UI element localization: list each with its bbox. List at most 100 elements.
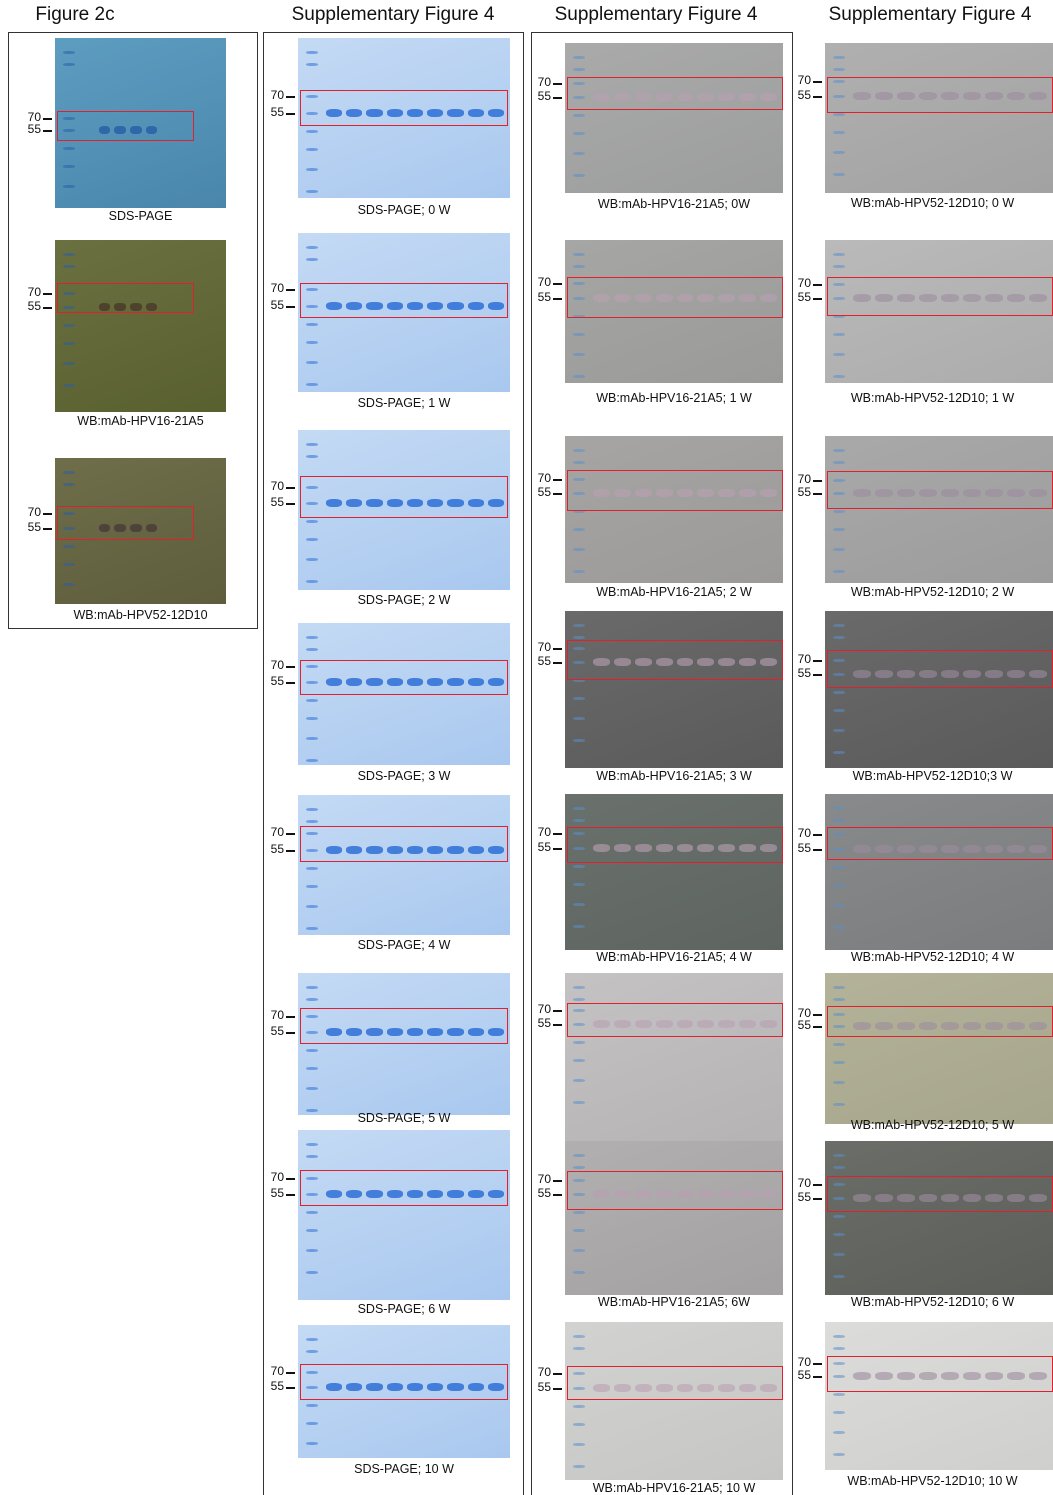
highlight-box: [57, 283, 194, 313]
ladder-band: [833, 1103, 845, 1106]
ladder-band: [63, 253, 75, 256]
marker-label: 70: [531, 1172, 551, 1186]
marker-tick: [553, 97, 562, 99]
gel-image: [825, 1322, 1053, 1470]
marker-label: 70: [791, 826, 811, 840]
ladder-band: [573, 1166, 585, 1169]
panel-caption: SDS-PAGE; 3 W: [358, 769, 451, 783]
marker-label: 70: [791, 1355, 811, 1369]
marker-label: 70: [21, 505, 41, 519]
marker-tick: [553, 1024, 562, 1026]
marker-tick: [286, 113, 295, 115]
ladder-band: [306, 808, 318, 811]
marker-label: 55: [264, 105, 284, 119]
ladder-band: [306, 520, 318, 523]
highlight-box: [827, 1176, 1053, 1212]
ladder-band: [833, 510, 845, 513]
marker-label: 55: [264, 1186, 284, 1200]
marker-label: 55: [264, 495, 284, 509]
marker-tick: [553, 848, 562, 850]
column-title: Figure 2c: [35, 4, 114, 26]
panel-caption: WB:mAb-HPV16-21A5; 4 W: [596, 950, 752, 964]
ladder-band: [306, 636, 318, 639]
gel-image: [565, 611, 783, 768]
ladder-band: [306, 905, 318, 908]
ladder-band: [573, 375, 585, 378]
panel-caption: WB:mAb-HPV52-12D10;3 W: [853, 769, 1013, 783]
ladder-band: [833, 1335, 845, 1338]
ladder-band: [306, 1271, 318, 1274]
marker-tick: [43, 513, 52, 515]
marker-tick: [553, 1010, 562, 1012]
ladder-band: [306, 190, 318, 193]
gel-image: [565, 43, 783, 193]
panel-caption: SDS-PAGE; 2 W: [358, 593, 451, 607]
marker-label: 55: [791, 1190, 811, 1204]
gel-image: [565, 1322, 783, 1480]
highlight-box: [567, 640, 783, 680]
ladder-band: [63, 342, 75, 345]
ladder-band: [573, 570, 585, 573]
ladder-band: [573, 132, 585, 135]
highlight-box: [827, 77, 1053, 113]
marker-tick: [813, 660, 822, 662]
ladder-band: [306, 1049, 318, 1052]
ladder-band: [306, 1067, 318, 1070]
gel-image: [825, 611, 1053, 768]
ladder-band: [833, 1233, 845, 1236]
ladder-band: [573, 925, 585, 928]
marker-label: 55: [531, 1186, 551, 1200]
marker-tick: [813, 1198, 822, 1200]
marker-label: 70: [531, 275, 551, 289]
ladder-band: [306, 820, 318, 823]
gel-image: [825, 794, 1053, 950]
panel-caption: WB:mAb-HPV52-12D10; 5 W: [851, 1118, 1014, 1132]
marker-tick: [813, 1026, 822, 1028]
marker-label: 55: [531, 89, 551, 103]
gel-image: [298, 973, 510, 1115]
ladder-band: [306, 383, 318, 386]
ladder-band: [306, 580, 318, 583]
panel-caption: SDS-PAGE; 6 W: [358, 1302, 451, 1316]
ladder-band: [573, 1079, 585, 1082]
gel-image: [825, 1141, 1053, 1295]
ladder-band: [573, 548, 585, 551]
highlight-box: [827, 277, 1053, 316]
marker-label: 70: [531, 825, 551, 839]
ladder-band: [63, 63, 75, 66]
ladder-band: [833, 173, 845, 176]
ladder-band: [63, 185, 75, 188]
highlight-box: [567, 827, 783, 863]
ladder-band: [573, 1249, 585, 1252]
ladder-band: [573, 461, 585, 464]
marker-label: 70: [531, 640, 551, 654]
marker-tick: [813, 480, 822, 482]
marker-tick: [43, 307, 52, 309]
marker-tick: [553, 283, 562, 285]
marker-label: 70: [264, 479, 284, 493]
marker-tick: [286, 487, 295, 489]
marker-label: 70: [264, 1170, 284, 1184]
ladder-band: [833, 807, 845, 810]
ladder-band: [573, 819, 585, 822]
marker-label: 55: [791, 88, 811, 102]
ladder-band: [833, 1043, 845, 1046]
panel-caption: SDS-PAGE: [109, 209, 173, 223]
highlight-box: [827, 1356, 1053, 1392]
panel-caption: WB:mAb-HPV16-21A5; 3 W: [596, 769, 752, 783]
marker-tick: [43, 293, 52, 295]
marker-label: 55: [531, 1380, 551, 1394]
marker-label: 55: [531, 1016, 551, 1030]
ladder-band: [833, 1275, 845, 1278]
highlight-box: [300, 476, 508, 518]
ladder-band: [573, 998, 585, 1001]
ladder-band: [63, 471, 75, 474]
panel-caption: WB:mAb-HPV16-21A5; 2 W: [596, 585, 752, 599]
highlight-box: [300, 90, 508, 126]
marker-label: 55: [791, 290, 811, 304]
panel-caption: WB:mAb-HPV16-21A5; 6W: [598, 1295, 750, 1309]
column-title: Supplementary Figure 4: [829, 4, 1032, 26]
ladder-band: [63, 545, 75, 548]
marker-tick: [813, 1014, 822, 1016]
marker-tick: [286, 833, 295, 835]
